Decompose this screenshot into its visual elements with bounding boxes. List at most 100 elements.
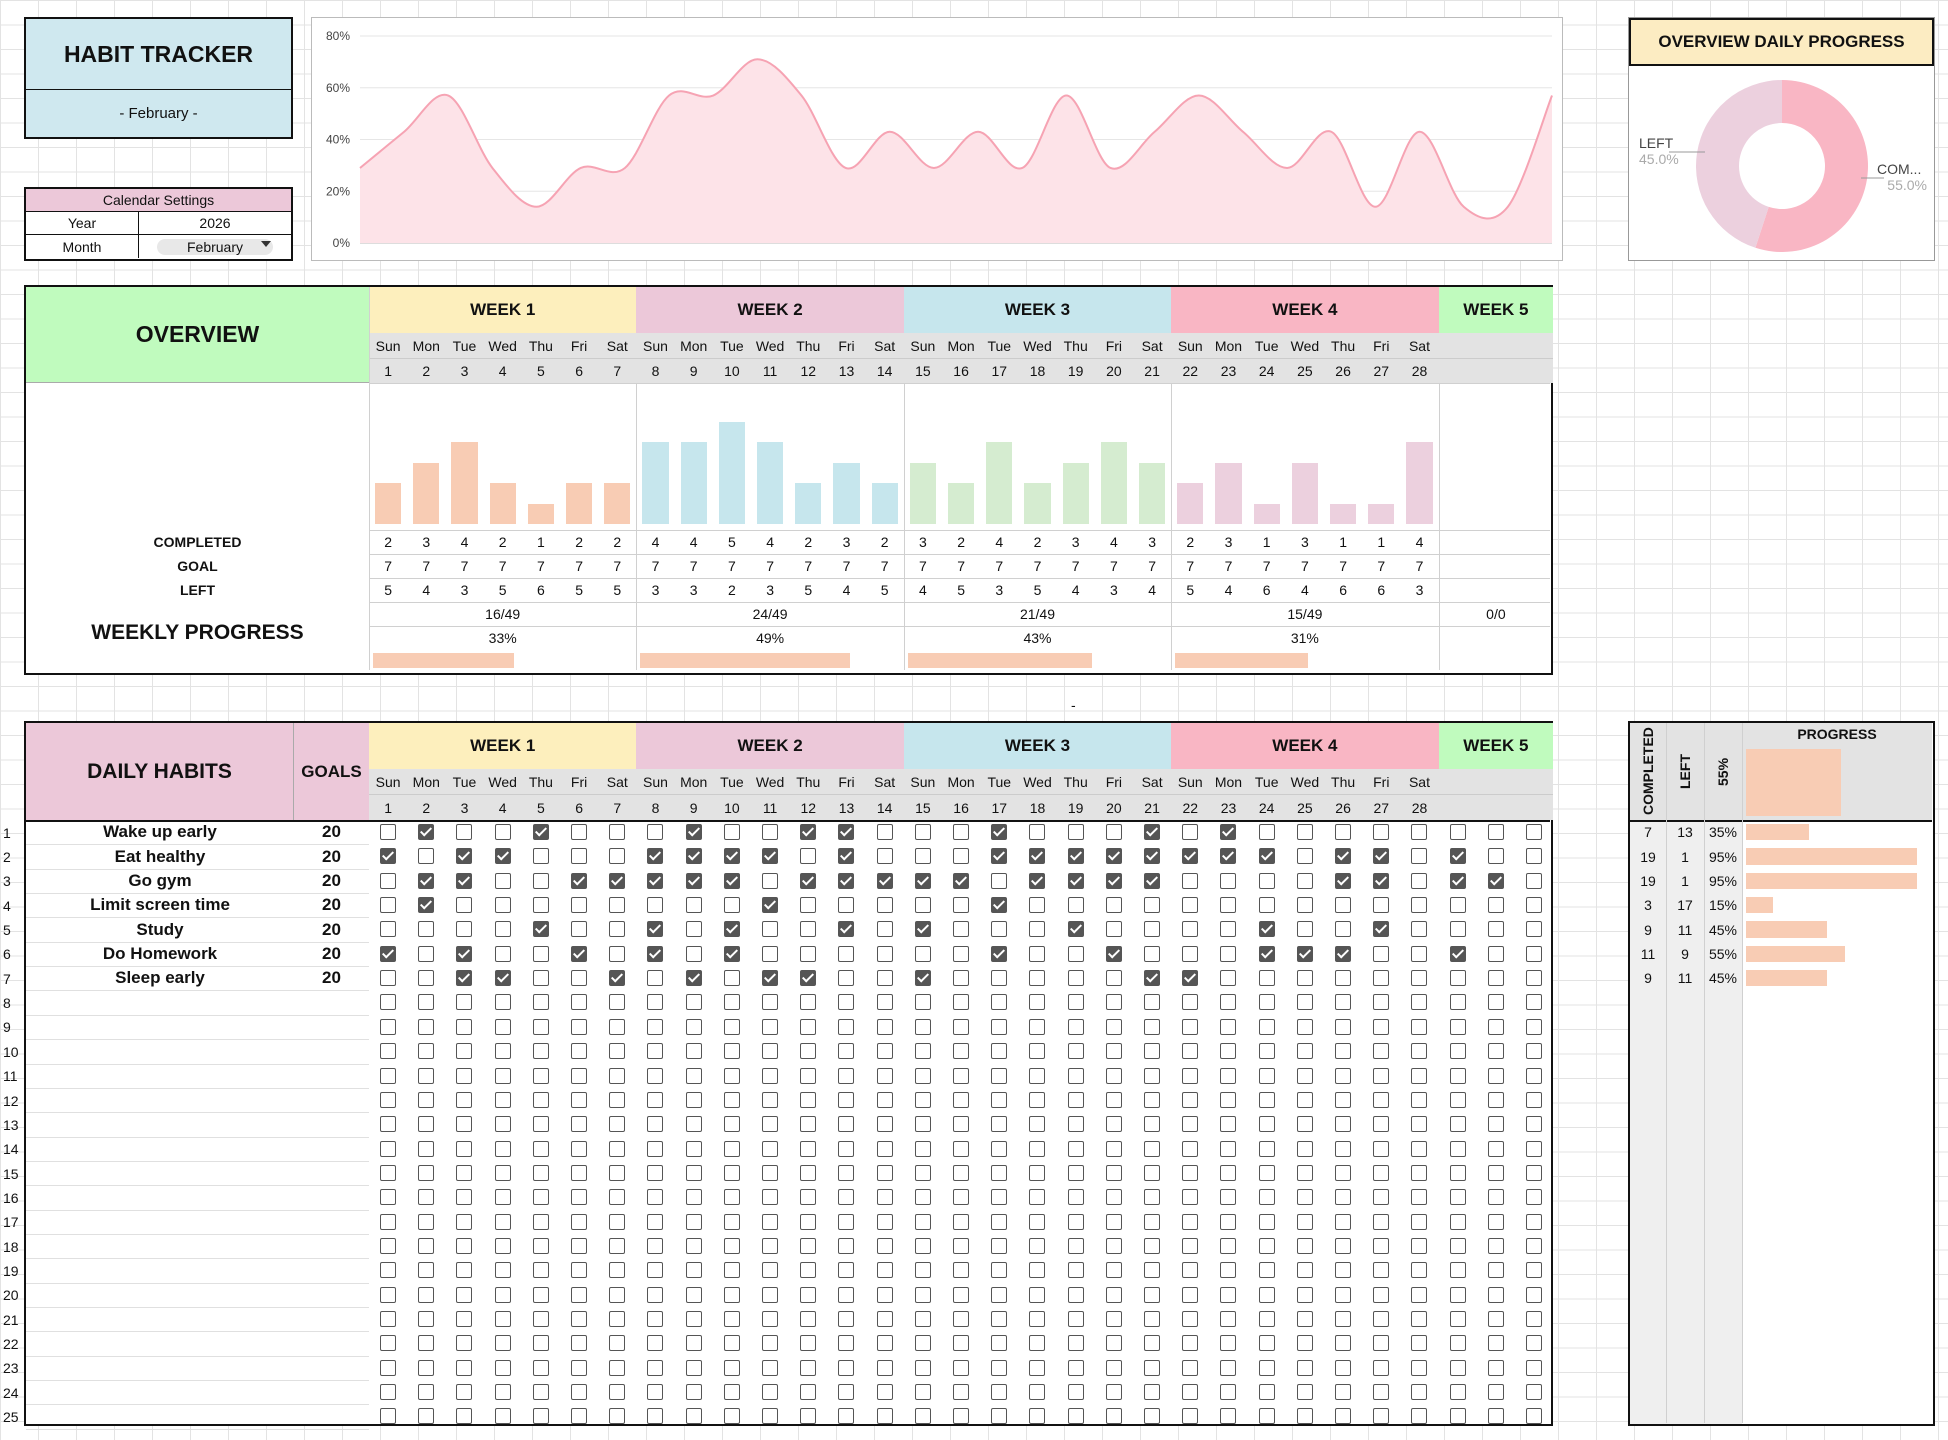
habit-checkbox[interactable] <box>1182 1262 1199 1279</box>
habit-checkbox[interactable] <box>762 1384 778 1401</box>
habit-checkbox[interactable] <box>380 921 396 938</box>
habit-checkbox[interactable] <box>914 921 931 938</box>
habit-checkbox[interactable] <box>1029 1091 1046 1108</box>
habit-checkbox[interactable] <box>1411 872 1428 889</box>
habit-checkbox[interactable] <box>494 1384 511 1401</box>
habit-checkbox[interactable] <box>914 1213 931 1230</box>
habit-checkbox[interactable] <box>1373 1262 1390 1279</box>
habit-checkbox[interactable] <box>991 1164 1008 1181</box>
habit-checkbox[interactable] <box>532 1213 549 1230</box>
habit-checkbox[interactable] <box>1220 1311 1237 1327</box>
habit-checkbox[interactable] <box>571 1091 587 1108</box>
habit-checkbox[interactable] <box>532 1408 549 1425</box>
habit-checkbox[interactable] <box>1105 1043 1122 1060</box>
habit-checkbox[interactable] <box>609 1359 626 1376</box>
habit-checkbox[interactable] <box>1182 1311 1199 1327</box>
habit-checkbox[interactable] <box>418 824 435 840</box>
habit-checkbox[interactable] <box>647 1408 664 1425</box>
habit-checkbox[interactable] <box>800 1164 817 1181</box>
habit-checkbox[interactable] <box>380 945 396 962</box>
habit-checkbox[interactable] <box>494 1262 511 1279</box>
habit-checkbox[interactable] <box>456 872 473 889</box>
habit-checkbox[interactable] <box>1335 1164 1351 1181</box>
habit-checkbox[interactable] <box>914 1164 931 1181</box>
habit-checkbox[interactable] <box>571 994 587 1011</box>
habit-checkbox[interactable] <box>494 1043 511 1060</box>
habit-checkbox[interactable] <box>685 1189 702 1206</box>
habit-checkbox[interactable] <box>571 1237 587 1254</box>
habit-checkbox[interactable] <box>991 994 1008 1011</box>
habit-checkbox[interactable] <box>1449 1359 1466 1376</box>
habit-checkbox[interactable] <box>1296 970 1313 987</box>
habit-checkbox[interactable] <box>953 1262 969 1279</box>
habit-checkbox[interactable] <box>800 994 817 1011</box>
habit-checkbox[interactable] <box>762 1335 778 1352</box>
habit-checkbox[interactable] <box>571 921 587 938</box>
habit-checkbox[interactable] <box>609 1091 626 1108</box>
habit-checkbox[interactable] <box>723 1116 740 1133</box>
habit-checkbox[interactable] <box>1526 1408 1542 1425</box>
habit-checkbox[interactable] <box>1067 1043 1084 1060</box>
habit-checkbox[interactable] <box>953 897 969 914</box>
habit-checkbox[interactable] <box>1411 897 1428 914</box>
habit-checkbox[interactable] <box>1449 897 1466 914</box>
habit-checkbox[interactable] <box>914 1237 931 1254</box>
habit-checkbox[interactable] <box>1296 1408 1313 1425</box>
habit-checkbox[interactable] <box>1411 1262 1428 1279</box>
habit-checkbox[interactable] <box>838 872 855 889</box>
habit-checkbox[interactable] <box>838 1018 855 1035</box>
habit-checkbox[interactable] <box>1411 1091 1428 1108</box>
habit-checkbox[interactable] <box>762 1043 778 1060</box>
habit-checkbox[interactable] <box>723 1408 740 1425</box>
habit-checkbox[interactable] <box>838 1213 855 1230</box>
habit-checkbox[interactable] <box>1526 1164 1542 1181</box>
habit-checkbox[interactable] <box>1105 1237 1122 1254</box>
habit-checkbox[interactable] <box>800 1237 817 1254</box>
habit-checkbox[interactable] <box>1449 872 1466 889</box>
habit-checkbox[interactable] <box>1144 1116 1160 1133</box>
habit-checkbox[interactable] <box>609 970 626 987</box>
habit-checkbox[interactable] <box>1335 1237 1351 1254</box>
habit-checkbox[interactable] <box>571 1018 587 1035</box>
habit-checkbox[interactable] <box>1105 1067 1122 1084</box>
habit-checkbox[interactable] <box>953 1091 969 1108</box>
habit-checkbox[interactable] <box>380 872 396 889</box>
habit-checkbox[interactable] <box>532 1018 549 1035</box>
habit-checkbox[interactable] <box>1144 970 1160 987</box>
habit-checkbox[interactable] <box>1029 897 1046 914</box>
habit-checkbox[interactable] <box>1067 1311 1084 1327</box>
habit-checkbox[interactable] <box>380 1164 396 1181</box>
habit-checkbox[interactable] <box>1220 1408 1237 1425</box>
habit-checkbox[interactable] <box>1182 994 1199 1011</box>
habit-checkbox[interactable] <box>991 824 1008 840</box>
habit-checkbox[interactable] <box>800 1384 817 1401</box>
habit-checkbox[interactable] <box>1258 848 1275 865</box>
habit-checkbox[interactable] <box>1373 1067 1390 1084</box>
habit-checkbox[interactable] <box>418 1335 435 1352</box>
habit-checkbox[interactable] <box>1487 921 1504 938</box>
habit-checkbox[interactable] <box>1373 1237 1390 1254</box>
habit-checkbox[interactable] <box>1220 824 1237 840</box>
habit-checkbox[interactable] <box>1335 1140 1351 1157</box>
habit-checkbox[interactable] <box>418 1018 435 1035</box>
habit-checkbox[interactable] <box>991 897 1008 914</box>
habit-checkbox[interactable] <box>991 1067 1008 1084</box>
habit-checkbox[interactable] <box>1258 1091 1275 1108</box>
habit-checkbox[interactable] <box>456 970 473 987</box>
habit-checkbox[interactable] <box>1029 1359 1046 1376</box>
habit-checkbox[interactable] <box>494 824 511 840</box>
habit-checkbox[interactable] <box>914 1018 931 1035</box>
habit-checkbox[interactable] <box>876 1140 893 1157</box>
habit-checkbox[interactable] <box>1067 945 1084 962</box>
habit-checkbox[interactable] <box>380 1384 396 1401</box>
habit-checkbox[interactable] <box>1526 824 1542 840</box>
habit-checkbox[interactable] <box>456 824 473 840</box>
habit-checkbox[interactable] <box>1487 1043 1504 1060</box>
habit-checkbox[interactable] <box>1144 1140 1160 1157</box>
habit-checkbox[interactable] <box>1296 1067 1313 1084</box>
habit-checkbox[interactable] <box>800 1335 817 1352</box>
habit-checkbox[interactable] <box>723 1262 740 1279</box>
habit-checkbox[interactable] <box>876 970 893 987</box>
habit-checkbox[interactable] <box>1373 897 1390 914</box>
habit-checkbox[interactable] <box>380 1018 396 1035</box>
